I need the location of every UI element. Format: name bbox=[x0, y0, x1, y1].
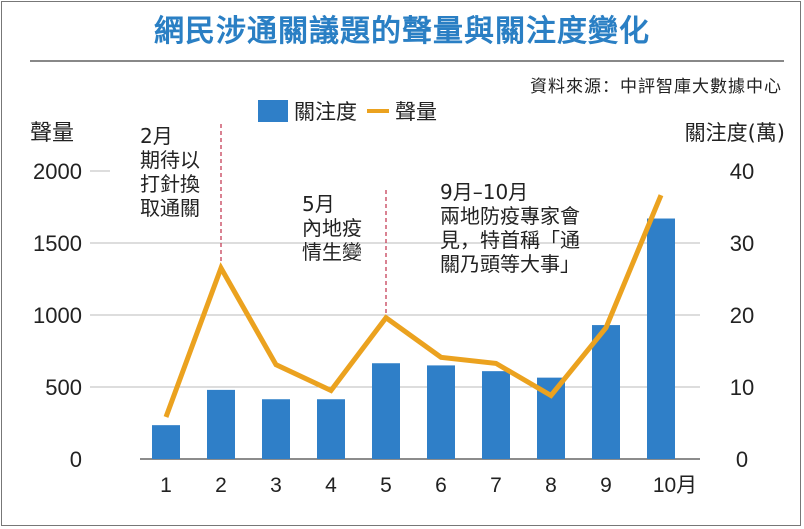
y-right-tick-label: 40 bbox=[730, 159, 754, 184]
title-divider bbox=[30, 60, 784, 62]
legend-line-label: 聲量 bbox=[395, 100, 437, 124]
annotation-sep-oct: 9月–10月 兩地防疫專家會 見，特首稱「通 關乃頭等大事」 bbox=[440, 180, 580, 276]
x-tick-label: 3 bbox=[270, 474, 282, 497]
legend: 關注度 聲量 bbox=[258, 96, 437, 126]
x-tick-label: 1 bbox=[160, 474, 172, 497]
bar-1 bbox=[152, 425, 180, 459]
annotation-line: 關乃頭等大事」 bbox=[440, 252, 580, 276]
bar-6 bbox=[427, 365, 455, 459]
x-tick-label: 5 bbox=[380, 474, 392, 497]
x-tick-label: 6 bbox=[435, 474, 447, 497]
y-right-tick-label: 10 bbox=[730, 375, 754, 400]
legend-bar-label: 關注度 bbox=[294, 100, 357, 124]
y-right-tick-label: 20 bbox=[730, 303, 754, 328]
source-note: 資料來源：中評智庫大數據中心 bbox=[530, 77, 782, 97]
y-left-axis-title: 聲量 bbox=[30, 121, 74, 146]
annotation-line: 情生變 bbox=[302, 240, 362, 264]
y-right-tick-label: 30 bbox=[730, 231, 754, 256]
x-tick-label: 8 bbox=[545, 474, 557, 497]
annotation-line: 內地疫 bbox=[302, 216, 362, 240]
y-right-tick-label: 0 bbox=[736, 447, 748, 472]
annotation-line: 2月 bbox=[140, 124, 173, 148]
bar-9 bbox=[592, 325, 620, 459]
y-left-tick-label: 500 bbox=[45, 375, 82, 400]
annotation-line: 打針換 bbox=[140, 172, 200, 196]
y-right-axis-title: 關注度(萬) bbox=[685, 121, 785, 145]
bar-2 bbox=[207, 389, 235, 459]
bar-10月 bbox=[647, 218, 675, 459]
bar-7 bbox=[482, 371, 510, 459]
x-tick-label: 7 bbox=[490, 474, 502, 497]
annotation-line: 兩地防疫專家會 bbox=[440, 204, 580, 228]
chart-title: 網民涉通關議題的聲量與關注度變化 bbox=[154, 14, 650, 49]
x-tick-label: 10月 bbox=[653, 474, 697, 497]
y-left-tick-label: 0 bbox=[70, 447, 82, 472]
x-tick-label: 2 bbox=[215, 474, 227, 497]
bar-5 bbox=[372, 363, 400, 459]
annotation-line: 期待以 bbox=[140, 148, 200, 172]
annotation-feb: 2月 期待以 打針換 取通關 bbox=[140, 124, 200, 220]
bar-4 bbox=[317, 399, 345, 459]
annotation-line: 取通關 bbox=[140, 196, 200, 220]
x-tick-label: 4 bbox=[325, 474, 337, 497]
legend-bar-swatch bbox=[258, 100, 288, 122]
annotation-line: 5月 bbox=[302, 192, 335, 216]
annotation-line: 見，特首稱「通 bbox=[440, 228, 580, 252]
y-left-tick-label: 1500 bbox=[33, 231, 82, 256]
x-tick-label: 9 bbox=[600, 474, 612, 497]
y-left-tick-label: 1000 bbox=[33, 303, 82, 328]
y-left-tick-label: 2000 bbox=[33, 159, 82, 184]
annotation-may: 5月 內地疫 情生變 bbox=[302, 192, 362, 264]
line-series-voice bbox=[163, 194, 664, 418]
annotation-line: 9月–10月 bbox=[440, 180, 529, 204]
legend-line-swatch bbox=[367, 109, 389, 113]
bar-3 bbox=[262, 399, 290, 459]
